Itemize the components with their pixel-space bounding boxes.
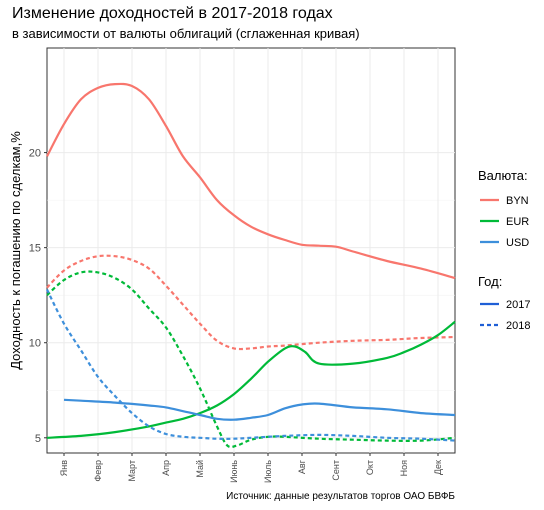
x-tick-label: Авг — [297, 459, 307, 474]
plot-panel — [46, 47, 456, 454]
y-axis-label: Доходность к погашению по сделкам,% — [8, 131, 23, 370]
series-line-eur-2018 — [46, 270, 456, 449]
legend-label-2017: 2017 — [506, 299, 530, 311]
legend-title-year: Год: — [478, 274, 502, 289]
x-tick-label: Окт — [365, 460, 375, 475]
y-tick-label: 10 — [29, 338, 41, 350]
legend-title-currency: Валюта: — [478, 168, 528, 183]
x-tick-label: Февр — [93, 460, 103, 482]
series-line-usd-2017 — [63, 398, 456, 421]
x-tick-label: Июль — [263, 460, 273, 483]
y-tick-label: 15 — [29, 243, 41, 255]
legend-label-usd: USD — [506, 237, 529, 249]
series-line-eur-2017 — [46, 320, 456, 439]
y-axis-ticks: 5 10 15 20 — [29, 148, 47, 445]
chart-caption: Источник: данные результатов торгов ОАО … — [226, 491, 455, 502]
x-tick-label: Март — [127, 460, 137, 482]
x-axis-ticks: Янв Февр Март Апр Май Июнь Июль Авг Сент Окт Ноя Де… — [59, 453, 443, 483]
legend: Валюта: BYN EUR USD Год: 2017 2018 — [478, 168, 530, 332]
series-lines — [46, 82, 456, 449]
x-tick-label: Апр — [161, 460, 171, 476]
legend-label-2018: 2018 — [506, 320, 530, 332]
x-tick-label: Ноя — [399, 460, 409, 477]
series-line-usd-2018 — [46, 289, 456, 442]
x-tick-label: Май — [195, 460, 205, 478]
series-line-byn-2017 — [46, 82, 456, 280]
x-tick-label: Дек — [433, 460, 443, 475]
x-tick-label: Сент — [331, 460, 341, 481]
y-tick-label: 5 — [35, 433, 41, 445]
chart-title: Изменение доходностей в 2017-2018 годах — [12, 5, 333, 22]
chart-subtitle: в зависимости от валюты облигаций (сглаж… — [12, 26, 360, 41]
gridlines — [47, 48, 455, 453]
legend-label-eur: EUR — [506, 216, 529, 228]
y-tick-label: 20 — [29, 148, 41, 160]
x-tick-label: Янв — [59, 460, 69, 476]
legend-label-byn: BYN — [506, 195, 529, 207]
x-tick-label: Июнь — [229, 460, 239, 483]
